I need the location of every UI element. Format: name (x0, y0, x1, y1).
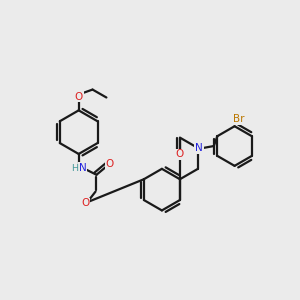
Text: H: H (71, 164, 78, 173)
Text: O: O (82, 199, 90, 208)
Text: O: O (176, 149, 184, 160)
Text: O: O (105, 159, 113, 169)
Text: N: N (195, 143, 203, 153)
Text: O: O (74, 92, 83, 101)
Text: Br: Br (233, 114, 244, 124)
Text: N: N (79, 163, 86, 173)
